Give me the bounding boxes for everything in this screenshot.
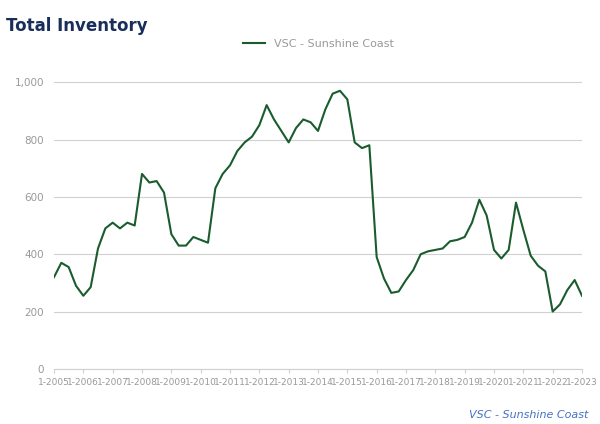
Line: VSC - Sunshine Coast: VSC - Sunshine Coast <box>54 91 582 312</box>
Text: VSC - Sunshine Coast: VSC - Sunshine Coast <box>469 410 588 420</box>
VSC - Sunshine Coast <box>498 256 505 261</box>
VSC - Sunshine Coast <box>512 200 520 205</box>
VSC - Sunshine Coast <box>50 275 58 280</box>
Legend: VSC - Sunshine Coast: VSC - Sunshine Coast <box>238 34 398 53</box>
VSC - Sunshine Coast <box>168 232 175 237</box>
Text: Total Inventory: Total Inventory <box>6 17 148 35</box>
VSC - Sunshine Coast <box>337 88 344 93</box>
VSC - Sunshine Coast <box>549 309 556 314</box>
VSC - Sunshine Coast <box>314 128 322 134</box>
VSC - Sunshine Coast <box>578 293 586 298</box>
VSC - Sunshine Coast <box>226 163 233 168</box>
VSC - Sunshine Coast <box>535 263 542 268</box>
